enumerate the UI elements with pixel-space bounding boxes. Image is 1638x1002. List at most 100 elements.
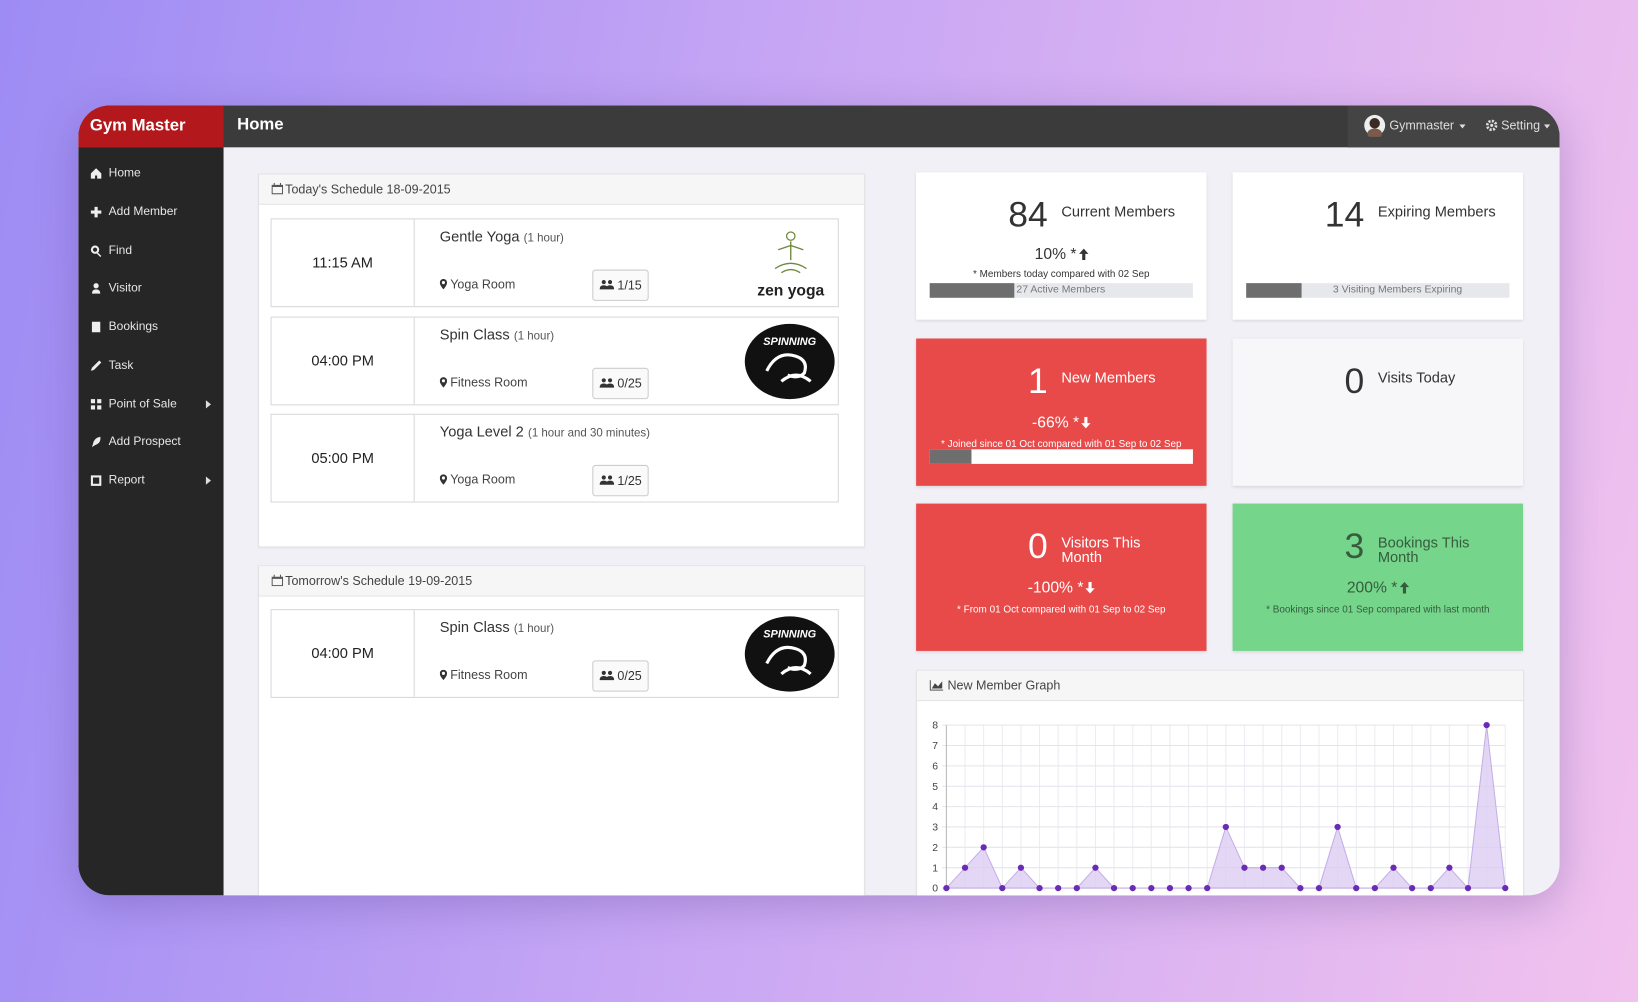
top-bar: Gym Master Home Gymmaster Setting xyxy=(78,105,1560,148)
nav-item[interactable]: Home xyxy=(78,157,223,190)
nav-label: Home xyxy=(108,167,141,180)
nav-item[interactable]: Bookings xyxy=(78,310,223,343)
class-logo: SPINNING xyxy=(744,323,835,400)
data-point xyxy=(1408,884,1416,892)
progress-bar xyxy=(1246,283,1302,298)
nav-item[interactable]: Task xyxy=(78,349,223,382)
progress-label: 3 Visiting Members Expiring xyxy=(1332,284,1463,296)
data-point xyxy=(999,884,1006,892)
nav-item[interactable]: Find xyxy=(78,234,223,267)
icon-shape xyxy=(90,206,102,218)
icon xyxy=(599,670,615,681)
trend-arrow xyxy=(1085,581,1095,594)
data-point xyxy=(1278,864,1285,871)
stat-change: -66% * xyxy=(916,414,1206,432)
progress-bar xyxy=(929,283,1014,298)
trend-arrow xyxy=(1081,416,1091,429)
capacity-button[interactable]: 1/25 xyxy=(592,464,649,497)
icon xyxy=(90,398,102,410)
data-point xyxy=(1371,884,1379,892)
nav-item[interactable]: Report xyxy=(78,464,223,497)
logo-figure xyxy=(774,241,807,274)
stat-label: Visits Today xyxy=(1377,368,1456,386)
icon-shape xyxy=(91,436,101,448)
data-point xyxy=(1241,864,1248,871)
class-time: 04:00 PM xyxy=(272,317,415,405)
icon xyxy=(439,474,448,485)
icon-shape xyxy=(205,476,212,485)
stat-card: 84 Current Members 10% * * Members today co… xyxy=(916,172,1207,320)
icon-shape xyxy=(599,475,615,485)
stat-card: 14 Expiring Members 3 Visiting Members Exp… xyxy=(1232,172,1524,320)
logo-text: SPINNING xyxy=(763,628,816,640)
data-point xyxy=(1166,884,1174,892)
change-text: 10% * xyxy=(1034,245,1077,264)
stat-value: 84 xyxy=(1008,195,1048,236)
y-tick-label: 5 xyxy=(932,782,938,793)
icon xyxy=(439,669,448,681)
icon-shape xyxy=(439,669,448,681)
y-tick-label: 4 xyxy=(932,802,938,813)
icon-shape xyxy=(271,574,284,587)
stat-card: 3 Bookings This Month 200% * * Bookings sin… xyxy=(1232,503,1524,651)
stat-note: * Members today compared with 02 Sep xyxy=(973,268,1150,281)
brand[interactable]: Gym Master xyxy=(78,105,224,148)
capacity-button[interactable]: 0/25 xyxy=(592,660,649,692)
data-point xyxy=(1315,884,1323,892)
data-point xyxy=(943,884,950,892)
class-duration: (1 hour) xyxy=(523,231,564,245)
capacity-button[interactable]: 1/15 xyxy=(592,269,649,301)
icon-shape xyxy=(205,399,212,408)
class-title: Yoga Level 2 xyxy=(439,423,524,440)
capacity-button[interactable]: 0/25 xyxy=(592,367,649,400)
data-point xyxy=(980,844,987,851)
stat-value: 0 xyxy=(1027,526,1048,567)
chart: 0 1 2 3 4 5 6 7 8 xyxy=(932,721,1509,895)
icon xyxy=(599,280,615,290)
stat-change: 10% * xyxy=(916,245,1206,264)
avatar[interactable] xyxy=(1363,114,1386,137)
icon xyxy=(439,278,448,290)
data-point xyxy=(1502,884,1509,892)
change-text: -66% * xyxy=(1032,413,1080,432)
class-row[interactable]: 04:00 PM Spin Class (1 hour) Fitness Room 0/… xyxy=(270,316,839,406)
icon-shape xyxy=(90,360,102,371)
nav-item[interactable]: Add Member xyxy=(78,195,223,228)
icon xyxy=(91,436,101,448)
y-tick-label: 7 xyxy=(932,741,938,752)
data-point xyxy=(1334,823,1341,831)
icon xyxy=(599,378,615,388)
stat-value: 14 xyxy=(1324,195,1365,236)
icon xyxy=(90,168,102,179)
user-menu[interactable]: Gymmaster xyxy=(1389,118,1455,133)
data-point xyxy=(1110,884,1118,892)
class-title: Gentle Yoga xyxy=(439,227,520,245)
nav-label: Add Prospect xyxy=(108,435,181,449)
icon-shape xyxy=(90,475,102,486)
class-time: 05:00 PM xyxy=(272,414,415,502)
icon xyxy=(205,399,212,408)
data-point xyxy=(1297,884,1304,892)
class-name: Gentle Yoga (1 hour) xyxy=(440,228,564,245)
y-tick-label: 3 xyxy=(932,823,938,834)
logo-text: SPINNING xyxy=(763,336,816,348)
nav-item[interactable]: Visitor xyxy=(78,272,223,305)
stat-note: * From 01 Oct compared with 01 Sep to 02… xyxy=(957,603,1166,616)
nav-item[interactable]: Add Prospect xyxy=(78,425,223,458)
stat-card: 0 Visits Today xyxy=(1232,338,1524,486)
data-point xyxy=(1390,864,1397,871)
class-row[interactable]: 11:15 AM Gentle Yoga (1 hour) Yoga Room 1/15… xyxy=(270,218,839,308)
panel-header: Tomorrow's Schedule 19-09-2015 xyxy=(259,566,864,597)
progress-bar xyxy=(929,449,972,464)
class-row[interactable]: 05:00 PM Yoga Level 2 (1 hour and 30 minut… xyxy=(270,413,839,503)
icon-shape xyxy=(599,670,615,681)
y-tick-label: 0 xyxy=(932,884,938,895)
icon xyxy=(90,206,102,218)
settings-menu[interactable]: Setting xyxy=(1501,118,1541,133)
data-point xyxy=(1483,721,1490,729)
nav-item[interactable]: Point of Sale xyxy=(78,387,223,420)
class-row[interactable]: 04:00 PM Spin Class (1 hour) Fitness Room 0/… xyxy=(270,609,839,698)
class-time: 11:15 AM xyxy=(272,219,415,307)
icon xyxy=(91,283,101,294)
icon xyxy=(599,475,615,485)
